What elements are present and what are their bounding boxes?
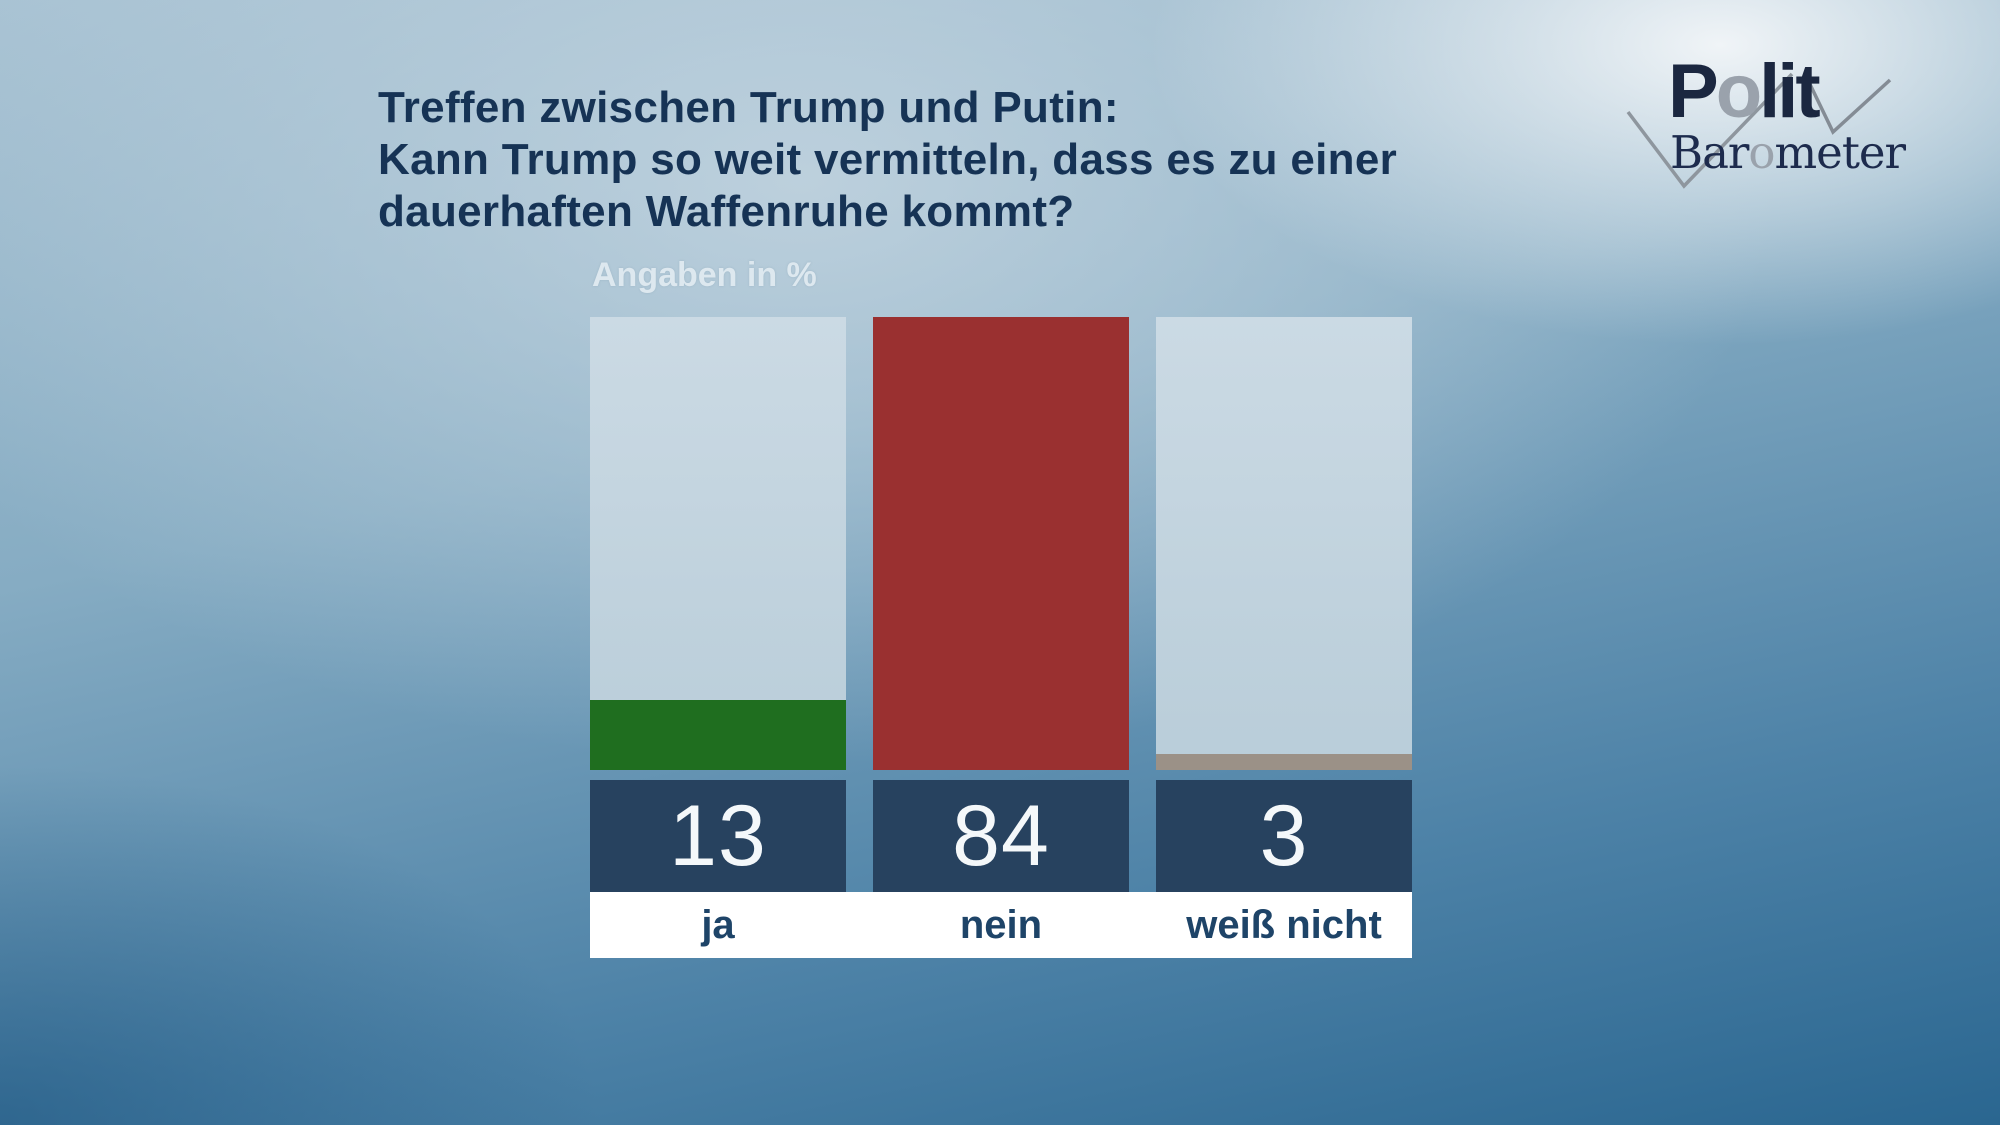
category-label-nein: nein <box>959 902 1043 947</box>
logo-text-barometer: Barometer <box>1670 130 1906 175</box>
bar-track-weiss-nicht <box>1156 317 1412 770</box>
value-box-ja: 13 <box>590 780 846 892</box>
category-label-weiss-nicht: weiß nicht <box>1186 902 1382 947</box>
bar-chart: 13 84 3 ja nein weiß nicht <box>590 317 1412 958</box>
logo-barometer-meter: meter <box>1774 126 1907 179</box>
question-title: Treffen zwischen Trump und Putin: Kann T… <box>378 82 1578 238</box>
category-label-strip: ja nein weiß nicht <box>590 892 1412 958</box>
bar-weiss-nicht <box>1156 753 1412 770</box>
value-weiss-nicht: 3 <box>1259 787 1309 884</box>
value-ja: 13 <box>669 787 767 884</box>
logo-text-polit: Polit <box>1668 54 1821 130</box>
chart-subtitle-percent-note: Angaben in % <box>592 256 817 294</box>
bar-nein <box>873 317 1129 770</box>
question-line-1: Treffen zwischen Trump und Putin: <box>378 83 1119 132</box>
chart-plot-area <box>590 317 1412 770</box>
value-box-row: 13 84 3 <box>590 780 1412 892</box>
value-nein: 84 <box>952 787 1050 884</box>
politbarometer-logo: Polit Barometer <box>1622 46 1912 206</box>
logo-polit-gray-o: o <box>1715 49 1762 134</box>
checkmark-zigzag-icon <box>1626 72 1892 189</box>
question-line-2: Kann Trump so weit vermitteln, dass es z… <box>378 135 1398 184</box>
logo-barometer-bar: Bar <box>1670 126 1749 179</box>
category-label-ja: ja <box>701 902 735 947</box>
bar-track-nein <box>873 317 1129 770</box>
logo-barometer-gray-o: o <box>1748 126 1775 179</box>
bar-ja <box>590 699 846 770</box>
bar-track-ja <box>590 317 846 770</box>
question-line-3: dauerhaften Waffenruhe kommt? <box>378 187 1075 236</box>
value-box-weiss-nicht: 3 <box>1156 780 1412 892</box>
value-box-nein: 84 <box>873 780 1129 892</box>
logo-polit-lit: lit <box>1759 49 1821 134</box>
logo-polit-p: P <box>1668 49 1719 134</box>
